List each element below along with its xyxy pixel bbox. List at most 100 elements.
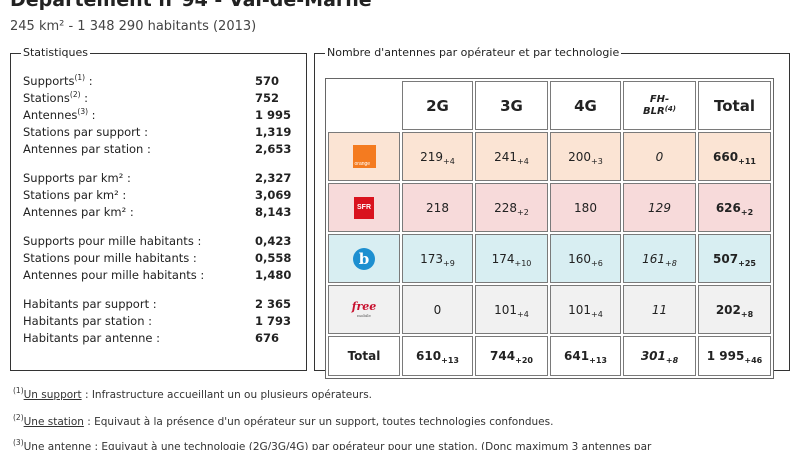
statistics-legend: Statistiques [23, 46, 88, 59]
free-logo-text: free [351, 300, 377, 313]
header-3g: 3G [475, 81, 548, 130]
stat-row: Stations par km² : 3,069 [23, 187, 303, 204]
stat-value: 2 365 [255, 297, 292, 311]
operator-logo-cell: orange [328, 132, 400, 181]
cell-3g-value: 228 [494, 200, 518, 215]
stat-label: Stations(2) : [23, 90, 255, 107]
total-3g-value: 744 [490, 349, 516, 363]
cell-total-value: 507 [713, 251, 739, 266]
cell-total: 202+8 [698, 285, 771, 334]
stat-label-text: Stations pour mille habitants : [23, 251, 197, 265]
stat-row: Stations(2) :752 [23, 90, 303, 107]
cell-4g: 200+3 [550, 132, 621, 181]
operator-row-bouy: b 173+9 174+10 160+6 161+8 507+25 [328, 234, 771, 283]
header-total: Total [698, 81, 771, 130]
cell-total: 660+11 [698, 132, 771, 181]
cell-fh-blr: 129 [623, 183, 696, 232]
stat-label: Antennes par km² : [23, 204, 255, 221]
stat-row: Supports par km² : 2,327 [23, 170, 303, 187]
stat-label: Stations pour mille habitants : [23, 250, 255, 267]
stat-label: Stations par km² : [23, 187, 255, 204]
statistics-list: Supports(1) :570 Stations(2) :752 Antennes… [23, 73, 303, 347]
header-fh-blr: FH- BLR(4) [623, 81, 696, 130]
stat-label: Supports par km² : [23, 170, 255, 187]
stat-row: Antennes(3) :1 995 [23, 107, 303, 124]
total-fh-blr-delta: +8 [665, 356, 679, 365]
cell-2g: 173+9 [402, 234, 473, 283]
cell-fh-blr-value: 0 [655, 149, 664, 164]
footnote-3-term[interactable]: Une antenne [23, 441, 92, 450]
cell-2g-value: 173 [420, 251, 444, 266]
stat-row: Habitants par support : 2 365 [23, 296, 303, 313]
stat-label-text: Antennes par station : [23, 142, 151, 156]
operator-logo-cell: b [328, 234, 400, 283]
total-all-delta: +46 [744, 356, 763, 365]
cell-2g: 218 [402, 183, 473, 232]
cell-2g-value: 218 [426, 200, 449, 215]
cell-fh-blr-delta: +8 [665, 258, 677, 268]
stat-row: Stations par support : 1,319 [23, 124, 303, 141]
header-fh-line2: BLR [643, 105, 665, 117]
stat-value: 2,327 [255, 171, 292, 185]
stat-label: Habitants par support : [23, 296, 255, 313]
footnote-2: (2)Une station : Equivaut à la présence … [13, 414, 553, 428]
totals-label: Total [328, 336, 400, 376]
stat-row: Habitants par antenne : 676 [23, 330, 303, 347]
cell-total-value: 660 [713, 149, 739, 164]
cell-3g-delta: +4 [517, 156, 529, 166]
stat-label: Stations par support : [23, 124, 255, 141]
statistics-panel: Statistiques Supports(1) :570 Stations(2)… [10, 47, 307, 371]
stat-label-suffix: : [85, 74, 93, 88]
total-4g-delta: +13 [589, 356, 607, 365]
total-3g-delta: +20 [515, 356, 533, 365]
cell-total: 626+2 [698, 183, 771, 232]
stat-label: Antennes pour mille habitants : [23, 267, 255, 284]
stat-value: 1,480 [255, 268, 292, 282]
cell-3g: 228+2 [475, 183, 548, 232]
footnote-1-text: : Infrastructure accueillant un ou plusi… [81, 389, 373, 401]
cell-3g-delta: +10 [514, 258, 532, 268]
stat-value: 1,319 [255, 125, 292, 139]
cell-fh-blr-value: 161 [642, 251, 666, 266]
orange-logo-text: orange [354, 161, 371, 167]
stat-value: 0,558 [255, 251, 292, 265]
cell-2g-value: 219 [420, 149, 444, 164]
stat-label-text: Supports [23, 74, 75, 88]
stat-label-text: Habitants par station : [23, 314, 153, 328]
table-corner [328, 81, 400, 130]
stat-value: 570 [255, 74, 280, 88]
cell-3g-value: 241 [494, 149, 518, 164]
orange-logo-icon: orange [352, 145, 376, 168]
total-2g-value: 610 [416, 349, 442, 363]
stat-label-text: Stations par km² : [23, 188, 127, 202]
stat-label-text: Stations par support : [23, 125, 148, 139]
total-all: 1 995+46 [698, 336, 771, 376]
footnote-1-term[interactable]: Un support [23, 389, 82, 401]
cell-4g: 180 [550, 183, 621, 232]
bouygues-logo-icon: b [353, 247, 375, 270]
total-fh-blr: 301+8 [623, 336, 696, 376]
cell-total-delta: +2 [740, 207, 754, 217]
stat-footnote-ref: (2) [69, 90, 81, 99]
footnote-2-term[interactable]: Une station [23, 416, 84, 428]
header-fh-line1: FH- [649, 93, 670, 105]
cell-2g-delta: +9 [443, 258, 455, 268]
header-2g: 2G [402, 81, 473, 130]
operator-logo-cell: SFR [328, 183, 400, 232]
stat-label-text: Antennes par km² : [23, 205, 134, 219]
page-title: Département n°94 - Val-de-Marne [10, 0, 372, 11]
operator-row-free: free mobile 0 101+4 101+4 11 202+8 [328, 285, 771, 334]
stat-row: Antennes par station : 2,653 [23, 141, 303, 158]
stat-label-text: Supports pour mille habitants : [23, 234, 202, 248]
stat-row: Supports(1) :570 [23, 73, 303, 90]
stat-label-text: Stations [23, 91, 70, 105]
header-4g: 4G [550, 81, 621, 130]
cell-3g: 241+4 [475, 132, 548, 181]
table-header-row: 2G 3G 4G FH- BLR(4) Total [328, 81, 771, 130]
cell-4g-delta: +3 [591, 156, 603, 166]
total-4g-value: 641 [564, 349, 590, 363]
stat-label: Supports(1) : [23, 73, 255, 90]
cell-3g-value: 174 [491, 251, 515, 266]
page-subtitle: 245 km² - 1 348 290 habitants (2013) [10, 19, 257, 34]
stat-row: Supports pour mille habitants : 0,423 [23, 233, 303, 250]
